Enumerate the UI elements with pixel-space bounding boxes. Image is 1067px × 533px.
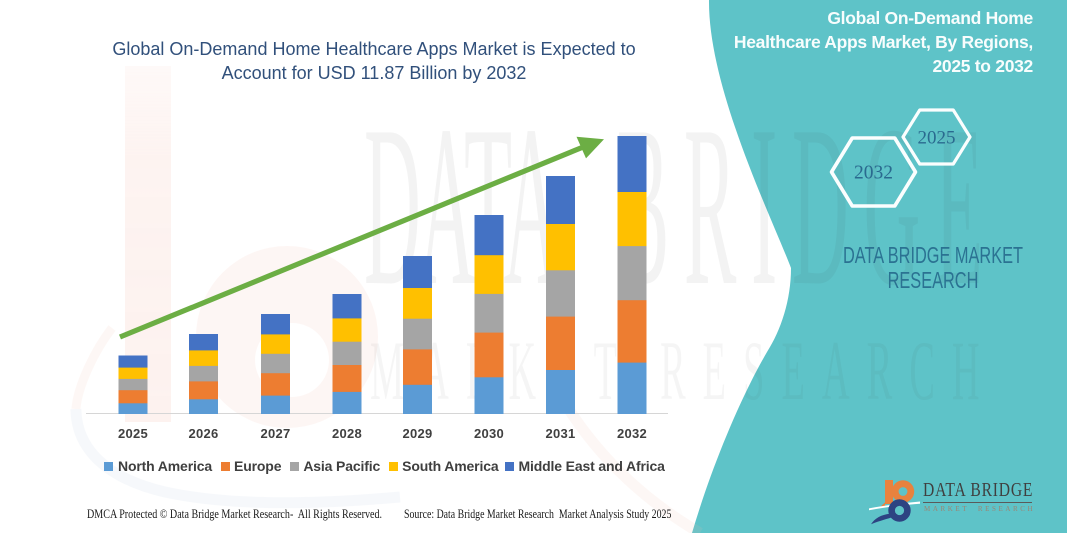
svg-text:2025: 2025 bbox=[918, 128, 956, 149]
svg-text:2032: 2032 bbox=[854, 163, 893, 184]
